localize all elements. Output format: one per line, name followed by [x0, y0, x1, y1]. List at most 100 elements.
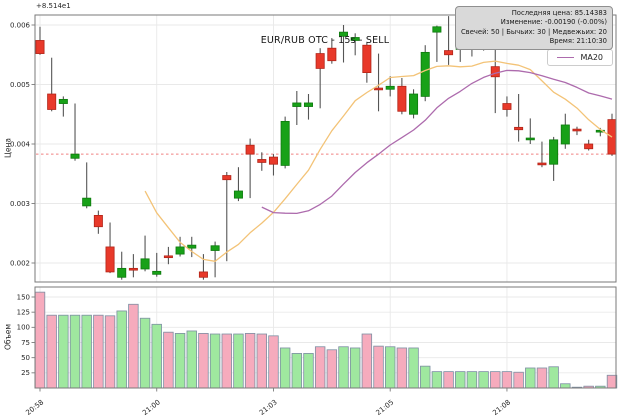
candle-26: [339, 25, 349, 63]
candle-body: [525, 137, 535, 141]
volume-bar-18: [244, 332, 256, 389]
volume-bar-41: [513, 371, 524, 389]
x-tick-label: 21:05: [375, 398, 396, 417]
volume-bar-17: [233, 333, 244, 389]
volume-bar-15: [209, 333, 221, 389]
candle-9: [140, 235, 150, 272]
candle-body: [350, 37, 360, 41]
candle-6: [105, 222, 115, 274]
volume-bar-4: [81, 314, 92, 389]
candle-body: [537, 162, 547, 166]
candle-body: [163, 255, 173, 259]
volume-bar-6: [104, 315, 116, 389]
candle-body: [128, 267, 138, 271]
candle-body: [280, 120, 290, 166]
volume-bar-49: [606, 374, 618, 389]
candle-body: [245, 144, 255, 155]
price-tick-label: 0.005: [10, 81, 30, 89]
price-axis-offset-label: +8.514e1: [36, 2, 71, 10]
info-box: Последняя цена: 85.14383 Изменение: -0.0…: [454, 6, 613, 50]
x-tick-label: 21:03: [258, 398, 279, 417]
volume-bar-29: [373, 345, 384, 389]
candle-34: [432, 25, 442, 62]
candle-body: [490, 66, 500, 78]
candle-body: [572, 128, 582, 132]
candle-1: [47, 57, 57, 112]
candle-body: [374, 87, 384, 91]
volume-bar-39: [490, 371, 501, 389]
volume-tick-label: 150: [17, 293, 30, 301]
candle-14: [198, 254, 208, 280]
price-tick-label: 0.006: [10, 21, 31, 29]
candle-13: [187, 236, 197, 258]
volume-bar-36: [455, 371, 466, 389]
candle-32: [409, 89, 419, 119]
volume-panel-border: [34, 286, 617, 389]
volume-bar-3: [69, 314, 81, 389]
volume-bar-42: [525, 367, 536, 389]
info-time: Время: 21:10:30: [549, 37, 607, 46]
candle-body: [268, 156, 278, 165]
candle-body: [187, 244, 197, 249]
volume-bar-25: [326, 349, 338, 389]
volume-axis-title: Объем: [3, 323, 13, 351]
candle-31: [397, 78, 407, 115]
volume-bar-23: [303, 353, 314, 389]
volume-bars: [34, 291, 618, 389]
candle-body: [327, 47, 337, 62]
volume-bar-43: [536, 367, 548, 389]
volume-bar-12: [174, 332, 186, 389]
candle-body: [105, 246, 115, 273]
candle-7: [117, 251, 127, 280]
volume-bar-34: [431, 371, 443, 389]
candle-46: [572, 126, 582, 136]
candle-body: [397, 85, 407, 112]
candle-42: [525, 118, 535, 144]
candle-body: [514, 126, 524, 131]
ma20-legend-label: MA20: [580, 53, 603, 62]
candle-body: [82, 197, 92, 207]
volume-bar-40: [501, 371, 513, 389]
candle-41: [514, 94, 524, 142]
volume-bar-1: [46, 314, 57, 389]
candle-body: [432, 26, 442, 33]
volume-bar-28: [361, 333, 373, 389]
price-tick-label: 0.004: [10, 140, 31, 148]
volume-bar-19: [256, 333, 268, 389]
candle-27: [350, 33, 360, 56]
volume-bar-38: [478, 371, 489, 389]
ma20-line: [261, 69, 613, 215]
candle-body: [117, 267, 127, 278]
candle-body: [35, 40, 45, 54]
volume-bar-21: [279, 347, 291, 389]
candle-body: [362, 44, 372, 74]
volume-bar-20: [268, 335, 279, 389]
candle-25: [327, 38, 337, 64]
candle-body: [58, 98, 68, 104]
volume-tick-label: 25: [21, 369, 30, 377]
volume-bar-35: [443, 371, 454, 389]
candle-45: [560, 113, 570, 149]
candle-body: [210, 245, 220, 251]
candle-33: [420, 45, 430, 102]
x-tick-label: 21:08: [491, 398, 512, 417]
candle-body: [222, 175, 232, 181]
volume-bar-8: [128, 303, 139, 389]
volume-bar-7: [116, 310, 127, 389]
candle-44: [549, 136, 559, 181]
volume-tick-label: 75: [21, 339, 30, 347]
candle-35: [444, 16, 454, 65]
volume-bar-31: [396, 347, 408, 389]
candle-18: [245, 138, 255, 199]
volume-bar-10: [151, 323, 162, 389]
candle-10: [152, 252, 162, 277]
candle-body: [409, 93, 419, 115]
volume-bar-37: [466, 371, 478, 389]
candle-5: [93, 210, 103, 234]
candle-body: [444, 50, 454, 56]
chart-title: EUR/RUB OTC - 15s - SELL: [260, 35, 390, 46]
volume-bar-14: [198, 332, 209, 389]
info-last-price: Последняя цена: 85.14383: [511, 9, 607, 17]
